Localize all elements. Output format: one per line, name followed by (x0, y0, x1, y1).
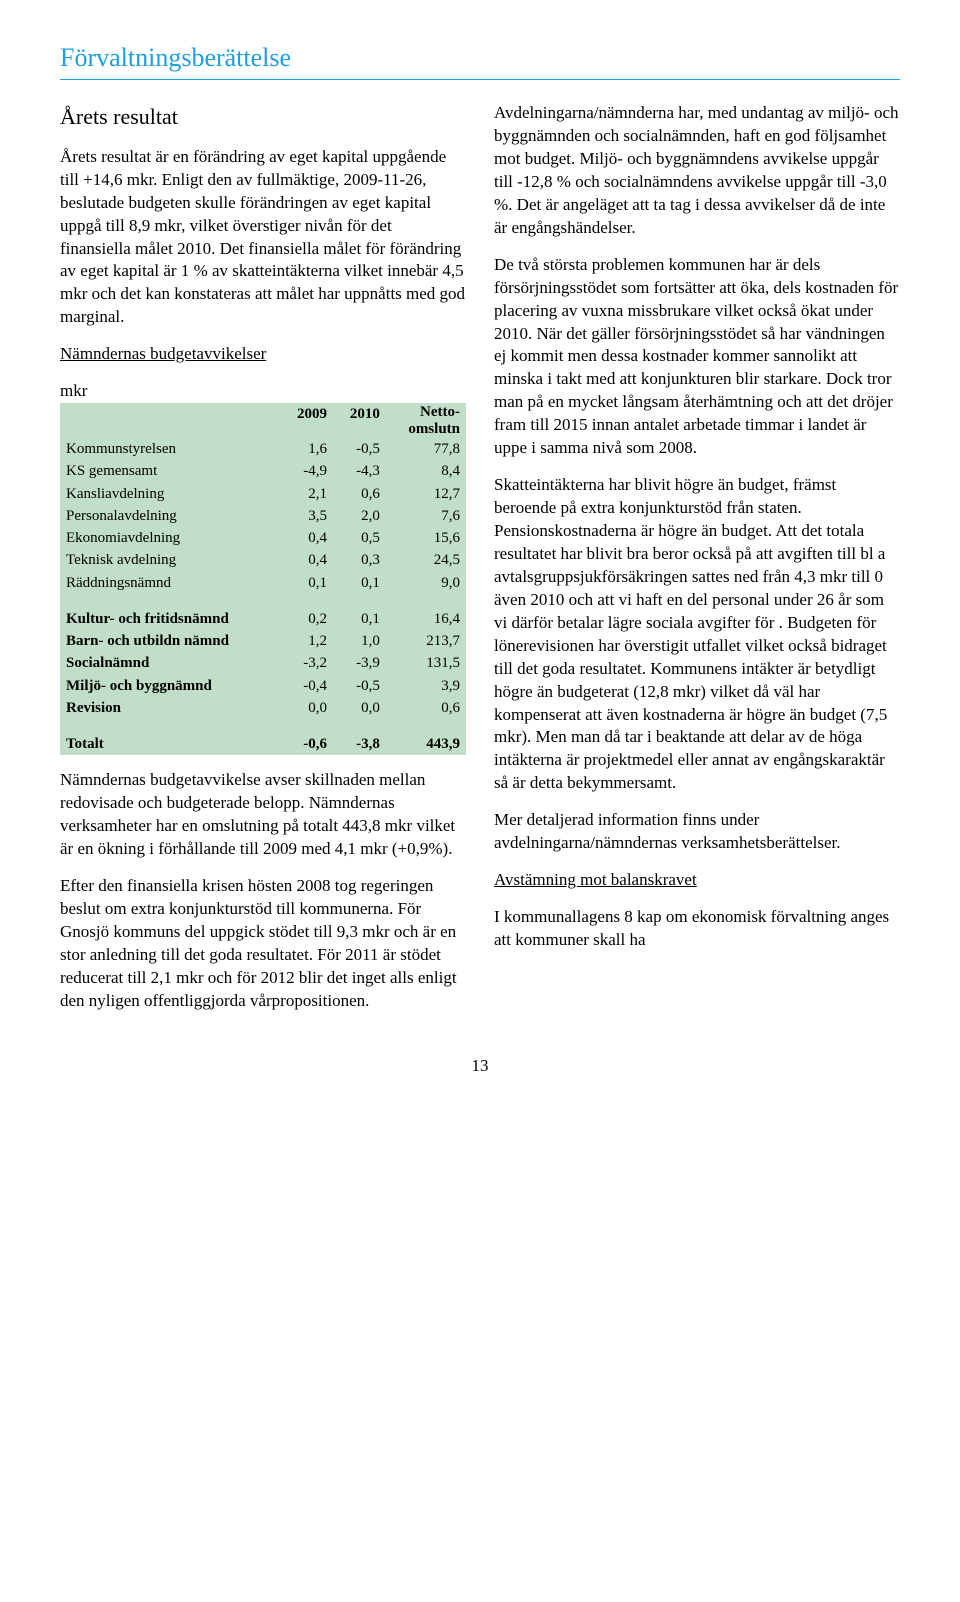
row-label: Teknisk avdelning (60, 549, 280, 571)
cell-netto: 77,8 (386, 438, 466, 460)
cell-2010: 0,1 (333, 572, 386, 594)
table-row: Barn- och utbildn nämnd1,21,0213,7 (60, 630, 466, 652)
cell-netto: 0,6 (386, 697, 466, 719)
title-rule (60, 79, 900, 80)
row-label: Personalavdelning (60, 505, 280, 527)
cell-2009: -0,4 (280, 675, 333, 697)
cell-2009: 0,1 (280, 572, 333, 594)
spacer-cell (60, 719, 466, 733)
right-p1: Avdelningarna/nämnderna har, med undanta… (494, 102, 900, 240)
cell-netto: 24,5 (386, 549, 466, 571)
table-row: Totalt-0,6-3,8443,9 (60, 733, 466, 755)
cell-netto: 443,9 (386, 733, 466, 755)
cell-2010: -3,8 (333, 733, 386, 755)
page-title: Förvaltningsberättelse (60, 40, 900, 75)
left-p1: Årets resultat är en förändring av eget … (60, 146, 466, 330)
spacer-cell (60, 594, 466, 608)
right-p2: De två största problemen kommunen har är… (494, 254, 900, 460)
cell-netto: 8,4 (386, 460, 466, 482)
left-p3: Efter den finansiella krisen hösten 2008… (60, 875, 466, 1013)
right-subheading: Avstämning mot balanskravet (494, 869, 900, 892)
row-label: Miljö- och byggnämnd (60, 675, 280, 697)
cell-2009: 3,5 (280, 505, 333, 527)
cell-netto: 12,7 (386, 483, 466, 505)
right-column: Avdelningarna/nämnderna har, med undanta… (494, 102, 900, 1027)
table-row: Teknisk avdelning0,40,324,5 (60, 549, 466, 571)
row-label: Kansliavdelning (60, 483, 280, 505)
row-label: Kommunstyrelsen (60, 438, 280, 460)
table-row: Kultur- och fritidsnämnd0,20,116,4 (60, 608, 466, 630)
row-label: Totalt (60, 733, 280, 755)
cell-netto: 7,6 (386, 505, 466, 527)
cell-2010: -4,3 (333, 460, 386, 482)
left-column: Årets resultat Årets resultat är en förä… (60, 102, 466, 1027)
row-label: Räddningsnämnd (60, 572, 280, 594)
table-row: Ekonomiavdelning0,40,515,6 (60, 527, 466, 549)
row-label: Barn- och utbildn nämnd (60, 630, 280, 652)
th-2009: 2009 (280, 403, 333, 438)
th-empty (60, 403, 280, 438)
cell-2009: 0,0 (280, 697, 333, 719)
th-netto-2: omslutn (408, 421, 460, 437)
table-row: Kansliavdelning2,10,612,7 (60, 483, 466, 505)
table-row: Revision0,00,00,6 (60, 697, 466, 719)
cell-2010: -3,9 (333, 652, 386, 674)
row-label: Socialnämnd (60, 652, 280, 674)
table-header-row: 2009 2010 Netto- omslutn (60, 403, 466, 438)
cell-2010: 0,3 (333, 549, 386, 571)
cell-2009: 1,6 (280, 438, 333, 460)
page-number: 13 (60, 1055, 900, 1078)
th-2010: 2010 (333, 403, 386, 438)
cell-2010: -0,5 (333, 438, 386, 460)
table-spacer (60, 594, 466, 608)
budget-table: 2009 2010 Netto- omslutn Kommunstyrelsen… (60, 403, 466, 755)
cell-netto: 131,5 (386, 652, 466, 674)
row-label: Revision (60, 697, 280, 719)
left-subheading: Nämndernas budgetavvikelser (60, 343, 466, 366)
cell-2010: 2,0 (333, 505, 386, 527)
row-label: Ekonomiavdelning (60, 527, 280, 549)
table-spacer (60, 719, 466, 733)
cell-2009: 2,1 (280, 483, 333, 505)
cell-netto: 213,7 (386, 630, 466, 652)
table-row: KS gemensamt-4,9-4,38,4 (60, 460, 466, 482)
cell-2010: 0,1 (333, 608, 386, 630)
cell-2009: -3,2 (280, 652, 333, 674)
cell-netto: 9,0 (386, 572, 466, 594)
table-row: Socialnämnd-3,2-3,9131,5 (60, 652, 466, 674)
cell-2010: 0,6 (333, 483, 386, 505)
cell-2009: 0,4 (280, 549, 333, 571)
cell-netto: 15,6 (386, 527, 466, 549)
table-row: Miljö- och byggnämnd-0,4-0,53,9 (60, 675, 466, 697)
two-column-layout: Årets resultat Årets resultat är en förä… (60, 102, 900, 1027)
cell-2010: 1,0 (333, 630, 386, 652)
right-p5: I kommunallagens 8 kap om ekonomisk förv… (494, 906, 900, 952)
cell-2010: -0,5 (333, 675, 386, 697)
cell-2009: 1,2 (280, 630, 333, 652)
right-p4: Mer detaljerad information finns under a… (494, 809, 900, 855)
table-row: Personalavdelning3,52,07,6 (60, 505, 466, 527)
cell-netto: 3,9 (386, 675, 466, 697)
right-p3: Skatteintäkterna har blivit högre än bud… (494, 474, 900, 795)
th-netto: Netto- omslutn (386, 403, 466, 438)
cell-2009: 0,4 (280, 527, 333, 549)
row-label: KS gemensamt (60, 460, 280, 482)
table-row: Kommunstyrelsen1,6-0,577,8 (60, 438, 466, 460)
th-netto-1: Netto- (420, 404, 460, 420)
row-label: Kultur- och fritidsnämnd (60, 608, 280, 630)
cell-2009: -4,9 (280, 460, 333, 482)
cell-2010: 0,5 (333, 527, 386, 549)
left-p2: Nämndernas budgetavvikelse avser skillna… (60, 769, 466, 861)
cell-2010: 0,0 (333, 697, 386, 719)
cell-netto: 16,4 (386, 608, 466, 630)
left-heading: Årets resultat (60, 102, 466, 132)
cell-2009: -0,6 (280, 733, 333, 755)
mkr-label: mkr (60, 380, 466, 403)
cell-2009: 0,2 (280, 608, 333, 630)
table-row: Räddningsnämnd0,10,19,0 (60, 572, 466, 594)
